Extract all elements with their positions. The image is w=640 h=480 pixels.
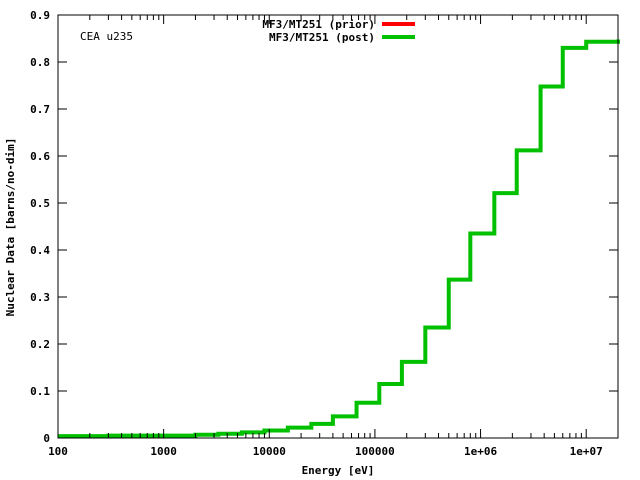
x-tick-label: 100 [48, 445, 68, 458]
y-tick-label: 0.5 [30, 197, 50, 210]
legend-label-1: MF3/MT251 (post) [269, 31, 375, 44]
y-tick-label: 0.2 [30, 338, 50, 351]
y-tick-label: 0.3 [30, 291, 50, 304]
x-tick-label: 100000 [355, 445, 395, 458]
y-tick-label: 0 [43, 432, 50, 445]
y-axis-label: Nuclear Data [barns/no-dim] [4, 138, 17, 317]
legend-label-0: MF3/MT251 (prior) [262, 18, 375, 31]
series-line-1 [58, 39, 620, 439]
chart-annotation: CEA u235 [80, 30, 133, 43]
y-tick-label: 0.9 [30, 9, 50, 22]
plot-lines [58, 39, 620, 439]
y-tick-label: 0.1 [30, 385, 50, 398]
y-tick-label: 0.6 [30, 150, 50, 163]
axis-ticks: 0 0.1 0.2 0.3 0.4 0.5 0.6 0.7 0.8 0.9 100 1000 10000… [30, 9, 618, 458]
x-axis-label: Energy [eV] [302, 464, 375, 477]
x-tick-label: 10000 [253, 445, 286, 458]
x-tick-label: 1e+06 [464, 445, 497, 458]
plot-frame [57, 14, 619, 439]
y-tick-label: 0.4 [30, 244, 50, 257]
legend: MF3/MT251 (prior)MF3/MT251 (post) [262, 18, 415, 44]
x-tick-label: 1000 [150, 445, 177, 458]
x-tick-label: 1e+07 [570, 445, 603, 458]
y-tick-label: 0.7 [30, 103, 50, 116]
y-tick-label: 0.8 [30, 56, 50, 69]
